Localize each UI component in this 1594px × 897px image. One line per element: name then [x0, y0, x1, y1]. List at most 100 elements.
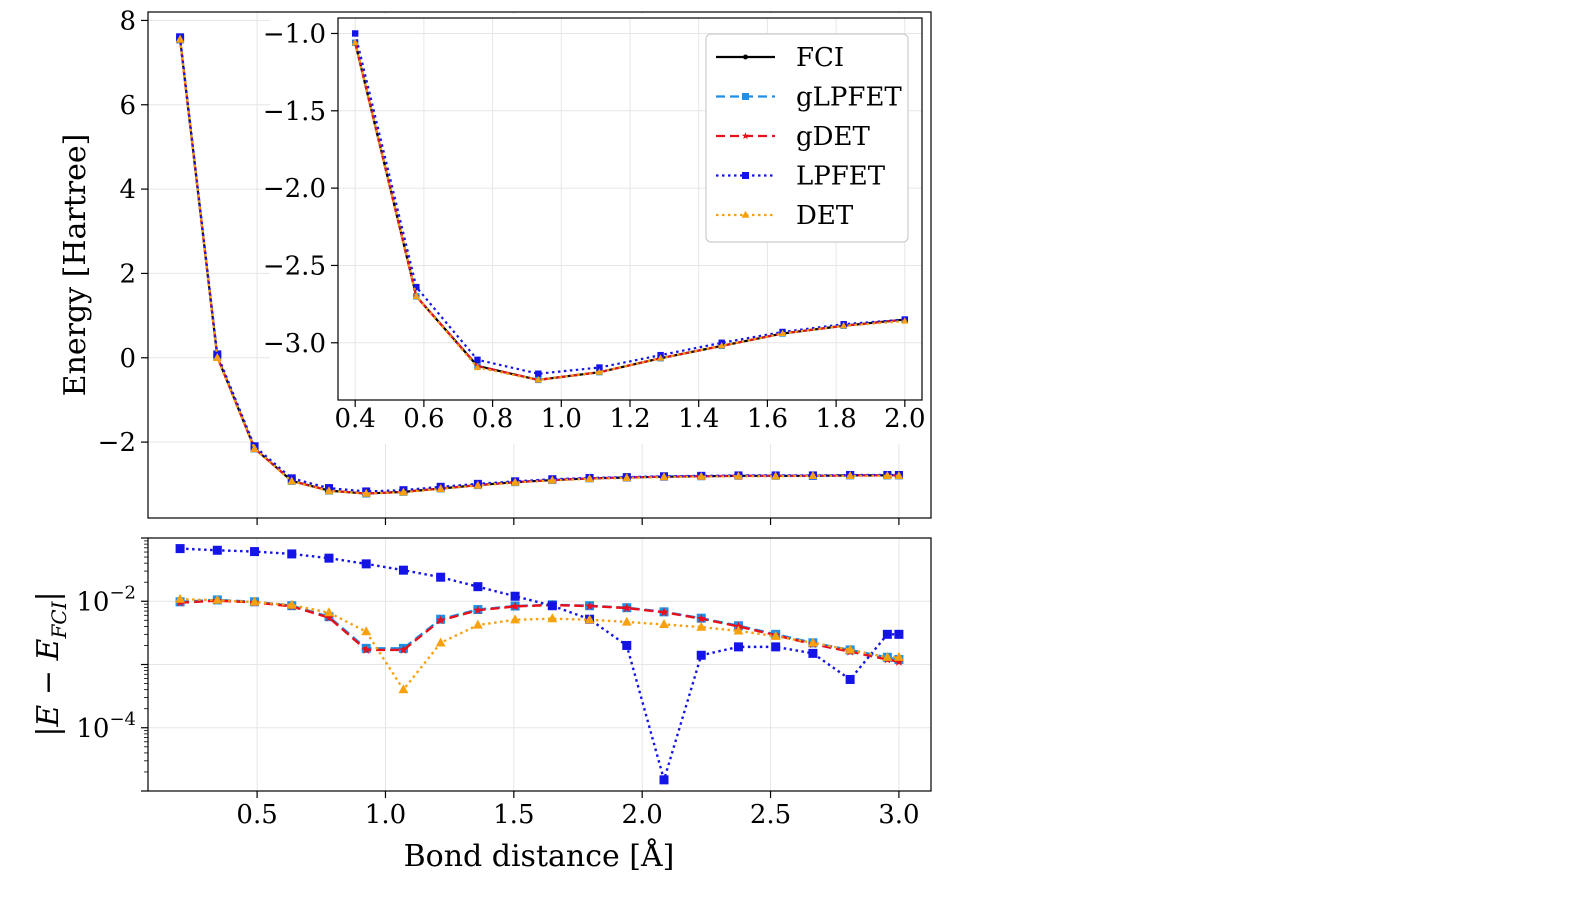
error-point-gDET [894, 656, 904, 666]
error-point-DET [659, 619, 669, 629]
error-point-gDET [361, 644, 371, 654]
error-point-LPFET [250, 547, 260, 557]
error-point-DET [249, 596, 260, 606]
energy-point-DET [399, 487, 408, 496]
inset-line-DET [354, 42, 905, 381]
inset-xtick-label: 2.0 [884, 404, 925, 434]
energy-point-DET [845, 471, 855, 480]
inset-point-DET [412, 292, 420, 299]
error-xlabel: Bond distance [Å] [404, 838, 675, 874]
error-xtick-label: 1.0 [365, 800, 406, 830]
legend-entry-gDET: gDET [716, 122, 870, 152]
energy-ytick-label: 8 [119, 6, 136, 36]
inset-point-DET [473, 363, 481, 371]
error-xtick-label: 2.0 [622, 800, 663, 830]
energy-point-DET [696, 471, 706, 480]
error-point-DET [584, 614, 595, 624]
error-point-DET [435, 637, 446, 647]
error-point-gDET [473, 605, 483, 615]
inset-point-LPFET [535, 370, 542, 377]
inset-ytick-label: −3.0 [263, 329, 326, 359]
legend-label-FCI: FCI [796, 43, 844, 73]
error-point-LPFET [696, 650, 706, 660]
error-point-LPFET [845, 674, 855, 684]
error-line-DET [180, 597, 899, 691]
error-series-DET [175, 593, 904, 694]
legend-marker-gDET [741, 132, 750, 140]
error-point-gDET [510, 601, 520, 611]
error-point-LPFET [212, 545, 222, 555]
error-grid [148, 537, 931, 792]
inset-xtick-label: 1.0 [541, 404, 582, 434]
inset-xtick-label: 1.6 [747, 404, 788, 434]
error-ytick-label: 10−4 [76, 709, 136, 744]
error-point-LPFET [808, 648, 818, 658]
energy-ytick-label: 0 [119, 344, 136, 374]
error-point-LPFET [436, 572, 446, 582]
error-panel: 0.5 1.0 1.5 2.0 2.5 3.010−210−4 Bond distance… [31, 537, 932, 874]
error-point-DET [696, 621, 707, 631]
legend-marker-LPFET [742, 172, 749, 179]
error-point-LPFET [894, 629, 904, 639]
error-point-gDET [622, 603, 632, 613]
error-point-gDET [435, 615, 446, 625]
energy-series-DET [175, 34, 904, 497]
error-point-DET [398, 684, 409, 694]
inset-series-DET [351, 38, 909, 383]
energy-point-DET [894, 471, 904, 480]
energy-ticks: −2 0 2 4 6 8 [98, 6, 900, 525]
energy-ytick-label: −2 [98, 428, 136, 458]
error-point-LPFET [324, 553, 334, 563]
ytick-label-base: 10 [76, 714, 109, 744]
error-point-DET [770, 630, 781, 640]
error-point-LPFET [771, 642, 781, 652]
legend-label-LPFET: LPFET [796, 162, 886, 192]
legend-label-gLPFET: gLPFET [796, 83, 902, 113]
energy-point-DET [659, 472, 669, 481]
inset-point-DET [657, 354, 665, 361]
error-ylabel-subscript: FCI [47, 600, 71, 639]
energy-point-DET [361, 488, 371, 497]
error-point-DET [733, 625, 744, 635]
energy-ytick-label: 6 [119, 91, 136, 121]
energy-ylabel: Energy [Hartree] [58, 134, 93, 397]
inset-point-DET [779, 329, 787, 337]
inset-xtick-label: 1.4 [678, 404, 719, 434]
ytick-label-exponent: −2 [109, 582, 136, 603]
error-point-LPFET [622, 640, 632, 650]
legend-entry-DET: DET [716, 201, 854, 231]
energy-point-DET [808, 471, 818, 480]
inset-line-gDET [354, 42, 905, 381]
energy-ytick-label: 4 [119, 175, 136, 205]
energy-point-DET [324, 486, 334, 495]
inset-ytick-label: −1.0 [263, 19, 326, 49]
inset-line-LPFET [354, 33, 905, 375]
inset-lines [351, 30, 909, 384]
energy-point-DET [771, 471, 781, 480]
error-point-DET [882, 651, 893, 661]
legend-entries: FCI gLPFET gDET LPFET DET [716, 43, 902, 231]
error-xtick-label: 2.5 [750, 800, 791, 830]
inset-point-LPFET [351, 30, 359, 37]
error-point-LPFET [175, 544, 185, 554]
legend: FCI gLPFET gDET LPFET DET [705, 33, 909, 243]
legend-entry-gLPFET: gLPFET [716, 83, 902, 113]
energy-point-DET [436, 484, 446, 493]
inset-point-DET [901, 317, 909, 324]
error-point-DET [893, 651, 904, 661]
legend-marker-gLPFET [742, 93, 749, 100]
error-point-gDET [324, 612, 334, 622]
legend-entry-FCI: FCI [716, 43, 844, 73]
error-point-DET [324, 607, 334, 617]
energy-point-DET [287, 476, 297, 485]
error-point-gDET [398, 644, 409, 654]
error-point-DET [472, 619, 483, 629]
inset-xtick-label: 1.8 [815, 404, 856, 434]
energy-ytick-label: 2 [119, 259, 136, 289]
error-xtick-label: 3.0 [878, 800, 919, 830]
error-point-DET [807, 637, 818, 647]
error-point-LPFET [659, 775, 669, 785]
energy-point-DET [882, 471, 892, 480]
error-point-gDET [659, 607, 669, 617]
